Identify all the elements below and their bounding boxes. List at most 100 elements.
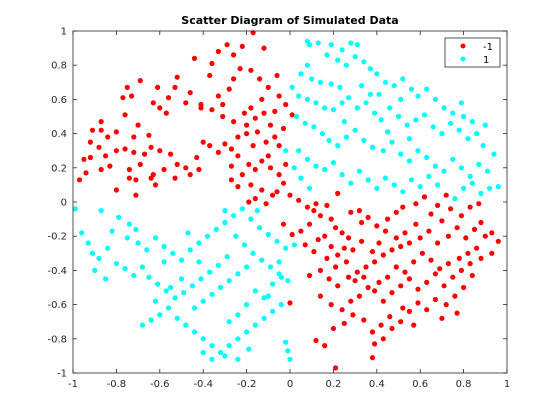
- data-point: [448, 206, 454, 212]
- data-point: [322, 343, 328, 349]
- data-point: [246, 199, 252, 205]
- data-point: [215, 149, 221, 155]
- x-tick-label: 0.2: [325, 379, 341, 390]
- data-point: [413, 201, 419, 207]
- data-point: [222, 208, 228, 214]
- data-point: [161, 259, 167, 265]
- data-point: [209, 107, 215, 113]
- data-point: [283, 161, 289, 167]
- data-point: [213, 226, 219, 232]
- data-point: [489, 230, 495, 236]
- data-point: [359, 238, 365, 244]
- data-point: [369, 249, 376, 255]
- data-point: [122, 112, 128, 118]
- data-point: [450, 274, 456, 280]
- data-point: [244, 302, 250, 308]
- data-point: [385, 274, 391, 280]
- data-point: [187, 247, 193, 253]
- data-point: [421, 194, 428, 200]
- data-point: [352, 54, 358, 60]
- data-point: [495, 184, 501, 190]
- data-point: [389, 290, 395, 296]
- data-point: [161, 243, 167, 250]
- data-point: [404, 122, 410, 128]
- data-point: [122, 266, 128, 272]
- data-point: [441, 105, 447, 111]
- data-point: [116, 214, 122, 220]
- data-point: [233, 233, 239, 239]
- data-point: [306, 185, 313, 191]
- data-point: [400, 76, 406, 82]
- data-point: [339, 230, 345, 236]
- data-point: [152, 182, 159, 188]
- data-point: [367, 66, 373, 72]
- y-tick-label: -0.4: [47, 266, 67, 277]
- data-point: [432, 163, 438, 169]
- data-point: [328, 81, 334, 87]
- data-point: [280, 125, 287, 132]
- data-point: [465, 136, 471, 142]
- y-tick-label: 0.8: [51, 61, 67, 72]
- data-point: [157, 105, 163, 111]
- data-point: [382, 228, 389, 234]
- data-point: [354, 269, 360, 275]
- data-point: [191, 329, 198, 335]
- data-point: [365, 214, 371, 220]
- data-point: [144, 247, 150, 253]
- data-point: [148, 317, 154, 323]
- x-tick-label: -1: [68, 379, 78, 390]
- data-point: [248, 216, 254, 222]
- data-point: [326, 137, 332, 143]
- data-point: [283, 148, 289, 154]
- data-point: [415, 148, 421, 154]
- legend-marker-series-pos1: [460, 56, 466, 62]
- data-point: [267, 165, 274, 171]
- data-point: [374, 185, 380, 191]
- x-axis-ticks: -1 -0.8 -0.6 -0.4 -0.2 0 0.2 0.4 0.6 0.8 1: [68, 31, 510, 390]
- legend-label-series-neg1: -1: [483, 42, 493, 53]
- data-point: [359, 219, 365, 226]
- data-point: [257, 76, 263, 82]
- data-point: [231, 213, 237, 219]
- data-point: [402, 230, 408, 236]
- data-point: [461, 113, 467, 120]
- data-point: [98, 119, 104, 125]
- data-point: [278, 302, 284, 308]
- legend-label-series-pos1: 1: [483, 55, 489, 66]
- data-point: [313, 163, 319, 169]
- data-point: [476, 201, 482, 207]
- data-point: [361, 317, 367, 323]
- data-point: [209, 343, 215, 349]
- data-point: [228, 146, 234, 152]
- data-point: [142, 151, 148, 157]
- data-point: [174, 315, 180, 321]
- data-point: [339, 47, 345, 53]
- data-point: [244, 122, 250, 128]
- data-point: [200, 139, 206, 145]
- data-point: [215, 93, 221, 99]
- data-point: [348, 40, 354, 46]
- data-point: [376, 279, 382, 285]
- data-point: [79, 230, 85, 236]
- data-point: [406, 158, 412, 164]
- y-tick-label: -0.6: [47, 300, 67, 311]
- data-point: [287, 356, 293, 362]
- data-point: [98, 127, 104, 133]
- data-point: [174, 161, 180, 167]
- data-point: [328, 302, 334, 308]
- chart-title: Scatter Diagram of Simulated Data: [181, 14, 398, 27]
- data-point: [382, 79, 389, 85]
- data-point: [335, 283, 341, 289]
- data-point: [196, 259, 202, 265]
- data-point: [265, 293, 271, 299]
- x-tick-label: 0: [287, 379, 293, 390]
- data-point: [222, 353, 228, 359]
- x-tick-label: 0.4: [369, 379, 385, 390]
- data-point: [133, 226, 139, 232]
- data-point: [317, 213, 323, 219]
- data-point: [467, 204, 473, 210]
- data-point: [287, 300, 293, 306]
- data-point: [319, 131, 326, 137]
- data-point: [424, 154, 430, 161]
- data-point: [261, 295, 267, 301]
